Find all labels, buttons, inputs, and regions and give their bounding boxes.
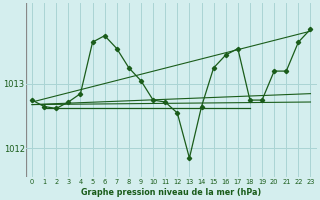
X-axis label: Graphe pression niveau de la mer (hPa): Graphe pression niveau de la mer (hPa) [81,188,261,197]
